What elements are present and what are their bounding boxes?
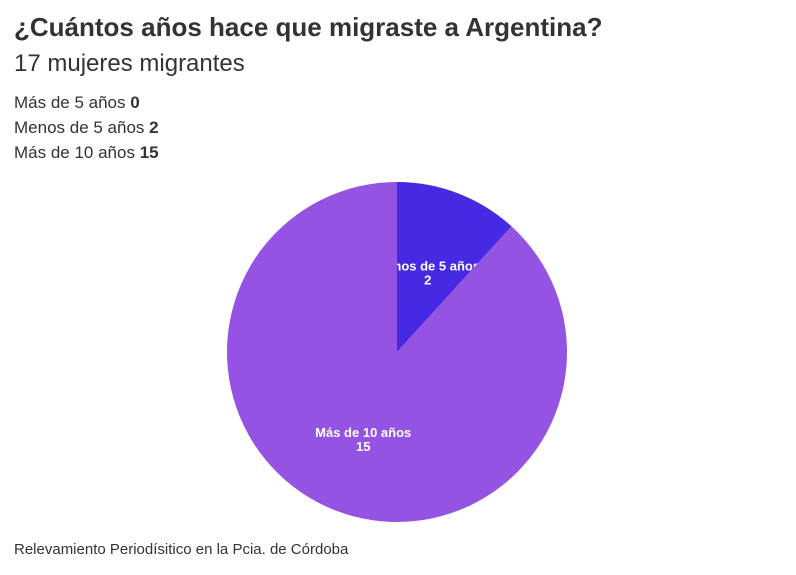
legend: Más de 5 años 0 Menos de 5 años 2 Más de… bbox=[14, 90, 159, 165]
legend-item-mas-de-5: Más de 5 años 0 bbox=[14, 90, 159, 115]
slice-label-2: Más de 10 años bbox=[315, 425, 411, 440]
source-note: Relevamiento Periodísitico en la Pcia. d… bbox=[14, 541, 349, 558]
legend-item-mas-de-10: Más de 10 años 15 bbox=[14, 140, 159, 165]
legend-value: 15 bbox=[139, 143, 159, 162]
legend-value: 2 bbox=[149, 118, 159, 137]
legend-item-menos-de-5: Menos de 5 años 2 bbox=[14, 115, 159, 140]
pie-slice-2 bbox=[227, 182, 567, 522]
slice-value-2: 15 bbox=[356, 439, 370, 454]
slice-label-1: Menos de 5 años bbox=[375, 259, 480, 274]
legend-label: Menos de 5 años bbox=[14, 118, 145, 137]
legend-value: 0 bbox=[130, 93, 140, 112]
slice-value-1: 2 bbox=[424, 273, 431, 288]
chart-subtitle: 17 mujeres migrantes bbox=[14, 50, 245, 77]
legend-label: Más de 5 años bbox=[14, 93, 126, 112]
chart-title: ¿Cuántos años hace que migraste a Argent… bbox=[14, 12, 603, 42]
pie-slice-1 bbox=[397, 182, 512, 352]
legend-label: Más de 10 años bbox=[14, 143, 135, 162]
